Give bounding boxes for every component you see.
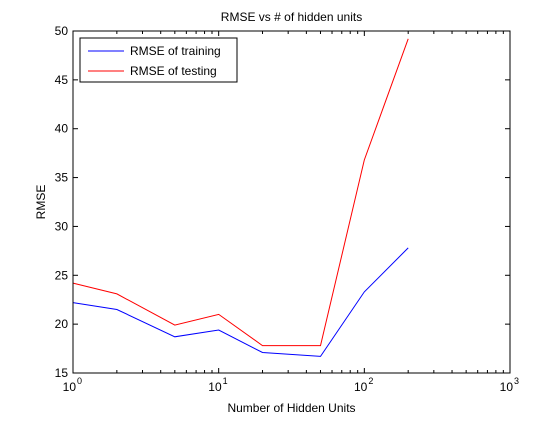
- x-tick-label-base: 10: [500, 380, 514, 394]
- series-line-training: [72, 247, 409, 357]
- x-tick-label-exponent: 0: [77, 376, 82, 386]
- x-tick-label-exponent: 3: [514, 376, 519, 386]
- y-axis-label: RMSE: [34, 185, 48, 220]
- x-tick-label: 10 3: [500, 376, 519, 394]
- y-tick-label: 30: [55, 219, 69, 233]
- y-tick-label: 35: [55, 171, 69, 185]
- x-tick-label: 10 2: [354, 376, 373, 394]
- legend-label: RMSE of testing: [130, 64, 217, 78]
- y-tick-label: 25: [55, 268, 69, 282]
- x-tick-label: 10 1: [208, 376, 227, 394]
- y-tick-label: 15: [55, 366, 69, 380]
- x-tick-label: 10 0: [63, 376, 82, 394]
- x-tick-label-base: 10: [63, 380, 77, 394]
- series-line-testing: [72, 38, 409, 347]
- x-axis-label: Number of Hidden Units: [227, 401, 355, 415]
- x-tick-label-base: 10: [208, 380, 222, 394]
- legend-label: RMSE of training: [130, 44, 221, 58]
- x-tick-label-exponent: 1: [223, 376, 228, 386]
- y-tick-label: 20: [55, 317, 69, 331]
- legend-box: [79, 37, 238, 83]
- plot-layer: [72, 38, 409, 357]
- chart-title: RMSE vs # of hidden units: [221, 10, 362, 24]
- x-tick-label-exponent: 2: [368, 376, 373, 386]
- x-tick-label-base: 10: [354, 380, 368, 394]
- y-tick-label: 40: [55, 122, 69, 136]
- y-tick-label: 45: [55, 73, 69, 87]
- legend: RMSE of training RMSE of testing: [79, 37, 238, 83]
- y-tick-label: 50: [55, 24, 69, 38]
- axes-box: [72, 30, 511, 374]
